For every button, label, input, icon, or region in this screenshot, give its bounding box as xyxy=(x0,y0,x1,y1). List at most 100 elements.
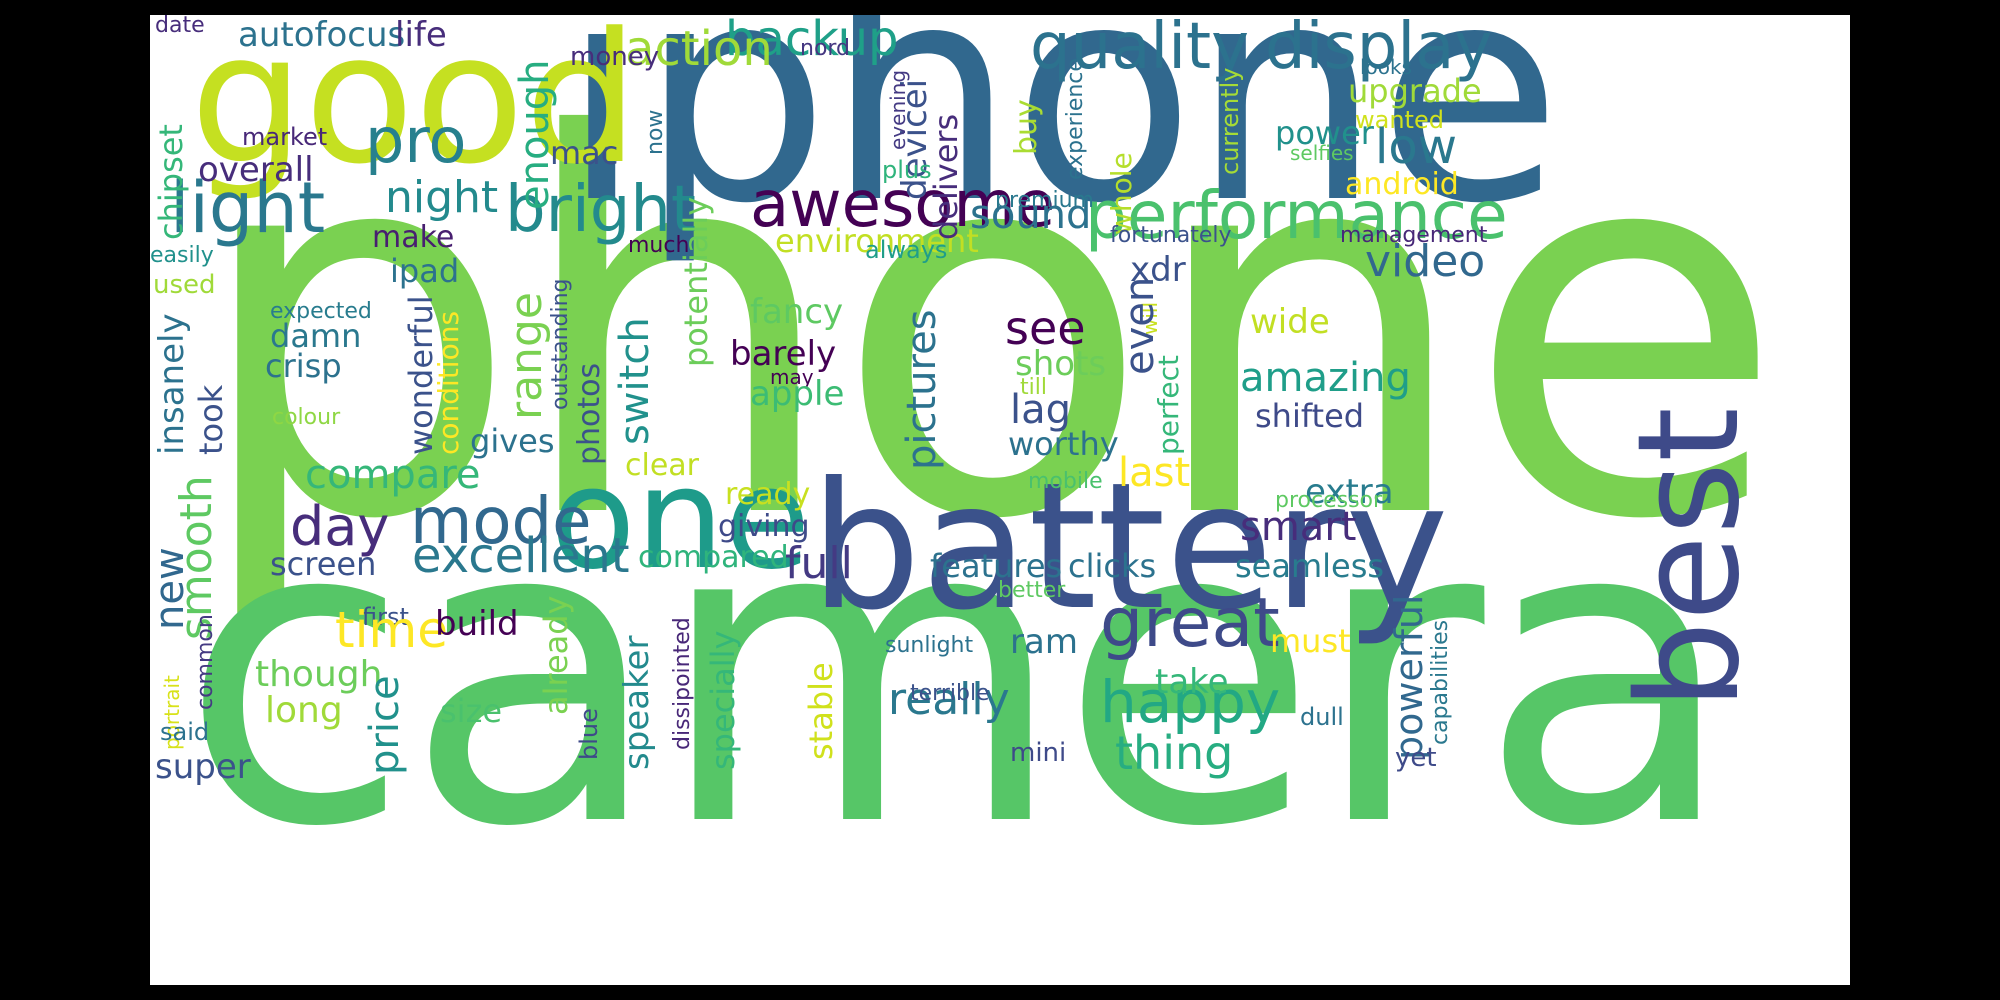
word-day: day xyxy=(290,495,390,558)
word-dissipointed: dissipointed xyxy=(670,617,695,750)
word-stable: stable xyxy=(802,662,840,760)
word-great: great xyxy=(1100,584,1280,663)
word-terrible: terrible xyxy=(910,681,990,706)
word-cloud: phone camera iphone good battery one bes… xyxy=(150,15,1850,985)
word-shifted: shifted xyxy=(1255,397,1365,435)
word-low: low xyxy=(1375,119,1457,175)
word-till: till xyxy=(1020,375,1047,400)
word-happy: happy xyxy=(1100,668,1281,736)
word-seamless: seamless xyxy=(1235,547,1385,585)
word-fortunately: fortunately xyxy=(1110,223,1232,248)
word-range: range xyxy=(501,292,552,420)
word-premium: premium xyxy=(995,188,1094,213)
word-may: may xyxy=(770,365,814,389)
word-worthy: worthy xyxy=(1008,425,1119,463)
word-easily: easily xyxy=(150,243,214,268)
word-apple: apple xyxy=(750,374,845,414)
word-potentially: potentially xyxy=(677,196,715,367)
word-mini: mini xyxy=(1010,738,1067,768)
word-screen: screen xyxy=(270,545,377,583)
word-common: common xyxy=(193,614,218,710)
word-giving: giving xyxy=(718,509,810,544)
word-management: management xyxy=(1340,223,1488,248)
word-plus: plus xyxy=(882,156,932,184)
word-environment: environment xyxy=(775,222,979,260)
word-ready: ready xyxy=(725,477,811,512)
word-compared: compared xyxy=(638,540,789,575)
word-sunlight: sunlight xyxy=(885,633,974,658)
word-ipad: ipad xyxy=(390,252,460,290)
word-clicks: clicks xyxy=(1068,547,1157,585)
word-overall: overall xyxy=(198,150,314,190)
word-time: time xyxy=(335,601,448,659)
word-life: life xyxy=(395,15,447,55)
word-now: now xyxy=(643,109,668,155)
word-last: last xyxy=(1118,450,1191,496)
word-video: video xyxy=(1365,236,1486,287)
word-autofocus: autofocus xyxy=(238,15,406,55)
word-awesome: awesome xyxy=(750,168,1056,242)
word-good: good xyxy=(190,15,639,204)
word-wide: wide xyxy=(1250,302,1330,342)
word-extra: extra xyxy=(1305,472,1394,512)
word-outstanding: outstanding xyxy=(548,278,573,410)
word-photos: photos xyxy=(572,362,607,465)
word-specially: specially xyxy=(704,630,742,770)
word-xdr: xdr xyxy=(1130,250,1186,290)
word-perfect: perfect xyxy=(1152,355,1185,455)
word-features: features xyxy=(930,547,1063,585)
word-colour: colour xyxy=(272,405,341,430)
word-thing: thing xyxy=(1115,726,1234,780)
word-pictures: pictures xyxy=(899,309,945,470)
word-selfies: selfies xyxy=(1290,141,1354,165)
word-powerful: powerful xyxy=(1387,594,1431,760)
word-dull: dull xyxy=(1300,703,1344,731)
word-already: already xyxy=(537,595,575,716)
word-much: much xyxy=(628,233,690,258)
word-light: light xyxy=(170,167,326,249)
word-fancy: fancy xyxy=(750,292,844,332)
word-must: must xyxy=(1270,622,1351,660)
word-full: full xyxy=(785,538,853,589)
word-capabilities: capabilities xyxy=(1428,619,1453,745)
word-make: make xyxy=(372,220,455,255)
word-bright: bright xyxy=(505,173,696,247)
word-action: action xyxy=(625,21,773,77)
word-performance: performance xyxy=(1085,177,1508,254)
word-looks: looks xyxy=(1360,55,1413,79)
word-mobile: mobile xyxy=(1028,469,1103,494)
word-buy: buy xyxy=(1009,99,1044,155)
word-build: build xyxy=(435,604,519,644)
word-money: money xyxy=(570,42,660,72)
word-smart: smart xyxy=(1240,504,1357,550)
word-better: better xyxy=(998,578,1066,603)
word-speaker: speaker xyxy=(617,635,657,770)
word-shots: shots xyxy=(1015,344,1107,384)
word-currently: currently xyxy=(1216,67,1244,175)
word-blue: blue xyxy=(575,708,603,760)
word-lag: lag xyxy=(1010,387,1072,433)
word-long: long xyxy=(265,690,343,731)
word-chipset: chipset xyxy=(152,124,190,240)
word-backup: backup xyxy=(725,15,899,67)
word-sound: sound xyxy=(970,192,1092,238)
word-android: android xyxy=(1345,167,1459,202)
word-excellent: excellent xyxy=(412,528,630,584)
word-conditions: conditions xyxy=(432,310,465,455)
word-iphone: iphone xyxy=(560,15,1562,269)
word-evening: evening xyxy=(886,69,910,150)
word-gives: gives xyxy=(470,422,555,460)
word-ram: ram xyxy=(1010,622,1078,662)
word-used: used xyxy=(153,270,216,300)
word-quality: quality xyxy=(1030,15,1249,84)
word-take: take xyxy=(1155,662,1229,702)
word-camera: camera xyxy=(180,430,1736,919)
word-delivers: delivers xyxy=(927,113,965,240)
word-upgrade: upgrade xyxy=(1348,72,1482,110)
word-super: super xyxy=(155,747,251,787)
word-clear: clear xyxy=(625,448,700,483)
word-market: market xyxy=(242,123,328,151)
word-mac: mac xyxy=(550,134,619,172)
word-insanely: insanely xyxy=(152,313,192,455)
word-took: took xyxy=(192,384,230,455)
